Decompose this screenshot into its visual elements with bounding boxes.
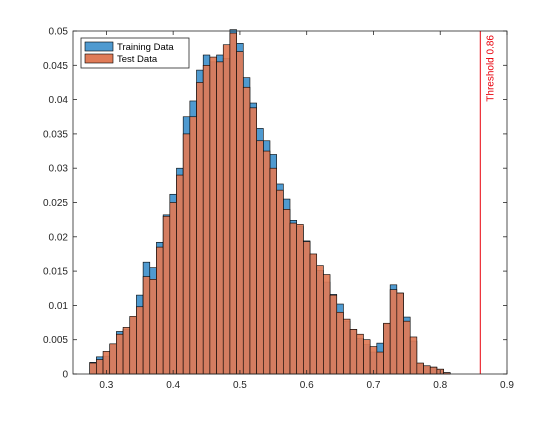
threshold-label: Threshold 0.86 xyxy=(485,35,496,102)
histogram-bar xyxy=(383,322,391,375)
legend-swatch xyxy=(84,41,114,52)
histogram-bar xyxy=(196,82,204,375)
x-tick-label: 0.3 xyxy=(99,380,113,391)
histogram-bar xyxy=(116,333,124,375)
histogram-bar xyxy=(96,359,104,375)
histogram-bar xyxy=(329,294,338,375)
histogram-bar xyxy=(409,336,418,375)
histogram-bar xyxy=(416,362,424,375)
x-tick-label: 0.9 xyxy=(500,380,514,391)
histogram-bar xyxy=(209,56,217,375)
y-tick-label: 0.045 xyxy=(43,61,68,72)
histogram-bar xyxy=(376,351,384,375)
histogram-bar xyxy=(122,327,131,375)
histogram-bar xyxy=(149,279,157,375)
histogram-bar xyxy=(176,174,184,375)
histogram-bar xyxy=(242,86,251,375)
histogram-bar xyxy=(343,318,351,375)
y-tick-label: 0.04 xyxy=(49,95,69,106)
y-tick-label: 0.025 xyxy=(43,198,68,209)
threshold-marker: Threshold 0.86 xyxy=(479,31,496,374)
histogram-bar xyxy=(222,44,231,375)
histogram-bar xyxy=(142,276,151,375)
legend-label: Test Data xyxy=(117,54,158,65)
histogram-bar xyxy=(156,246,164,375)
histogram-bar xyxy=(216,61,224,375)
histogram-bar xyxy=(309,253,318,375)
y-tick-label: 0.005 xyxy=(43,335,68,346)
y-tick-label: 0.035 xyxy=(43,129,68,140)
histogram-bar xyxy=(89,362,97,375)
histogram-bar xyxy=(169,202,177,375)
histogram-bar xyxy=(389,289,398,375)
histogram-bar xyxy=(162,215,171,375)
legend-label: Training Data xyxy=(117,42,174,53)
histogram-bar xyxy=(109,343,117,375)
histogram-bar xyxy=(336,311,344,375)
histogram-bar xyxy=(276,189,284,375)
histogram-bar xyxy=(229,32,237,375)
histogram-bar xyxy=(429,366,438,375)
histogram-bar xyxy=(256,140,264,375)
histogram-bar xyxy=(182,133,191,375)
x-tick-label: 0.8 xyxy=(433,380,447,391)
histogram-bar xyxy=(423,365,431,375)
histogram-bar xyxy=(189,116,197,375)
x-tick-label: 0.6 xyxy=(300,380,314,391)
histogram-bar xyxy=(316,265,324,375)
histogram-bar xyxy=(136,306,144,375)
x-tick-label: 0.4 xyxy=(166,380,180,391)
histogram-bar xyxy=(289,222,297,375)
x-axis: 0.3 0.4 0.5 0.6 0.7 0.8 0.9 xyxy=(99,31,514,391)
y-tick-label: 0.015 xyxy=(43,267,68,278)
y-tick-label: 0.01 xyxy=(49,301,69,312)
histogram-bar xyxy=(296,224,304,375)
histogram-bar xyxy=(269,167,277,375)
histogram-bar xyxy=(283,209,291,375)
histogram-bar xyxy=(202,65,211,375)
histogram-bar xyxy=(236,51,244,375)
y-tick-label: 0 xyxy=(62,370,68,381)
x-tick-label: 0.5 xyxy=(233,380,247,391)
histogram-bar xyxy=(403,320,411,375)
y-axis: 0 0.005 0.01 0.015 0.02 0.025 0.03 0.035 0.04 0.0… xyxy=(43,27,507,381)
histogram-bar xyxy=(129,316,137,375)
histogram-bar xyxy=(262,150,271,375)
histogram-bar xyxy=(363,339,371,375)
x-tick-label: 0.7 xyxy=(367,380,381,391)
histogram-bar xyxy=(396,292,404,375)
y-tick-label: 0.02 xyxy=(49,232,69,243)
legend-swatch xyxy=(84,53,114,64)
histogram-bar xyxy=(356,333,364,375)
histogram-bar xyxy=(249,107,257,375)
histogram-bar xyxy=(303,241,311,375)
y-tick-label: 0.05 xyxy=(49,27,69,38)
histogram-bar xyxy=(323,274,331,375)
y-tick-label: 0.03 xyxy=(49,164,69,175)
histogram-bar xyxy=(369,346,378,375)
histogram-bar xyxy=(349,329,358,375)
